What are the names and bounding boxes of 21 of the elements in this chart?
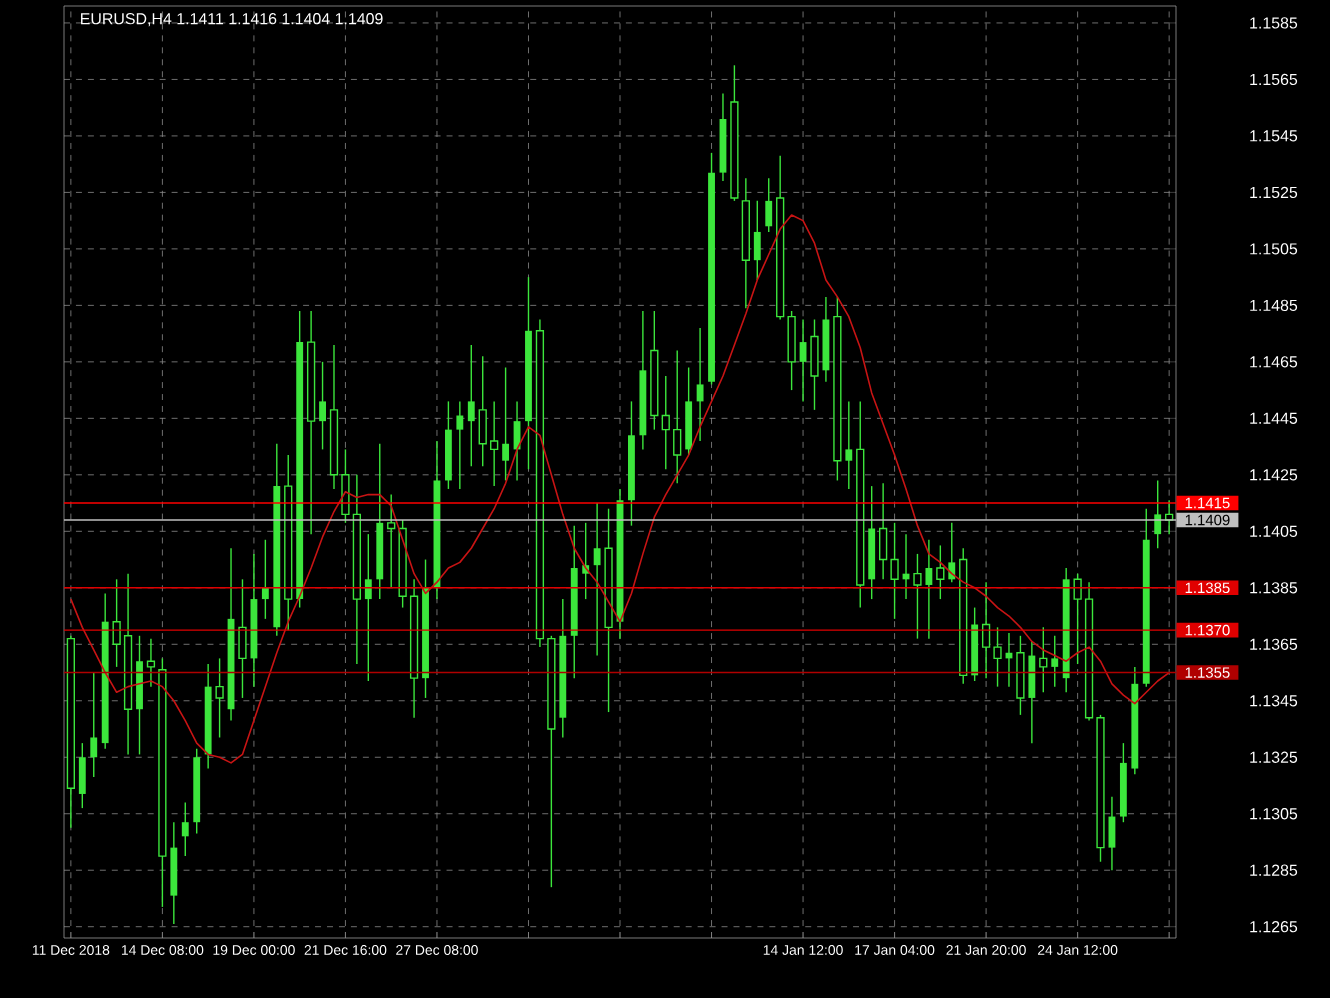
candlestick xyxy=(502,366,510,482)
candlestick xyxy=(146,637,156,688)
candlestick xyxy=(364,533,372,682)
candlestick xyxy=(467,344,475,468)
candlestick xyxy=(387,493,396,589)
line-series xyxy=(70,214,1170,764)
candlestick xyxy=(456,400,464,490)
candlestick xyxy=(319,361,326,451)
candlestick xyxy=(696,327,704,442)
candlestick xyxy=(1154,479,1162,549)
candlestick xyxy=(136,635,143,756)
candlestick xyxy=(753,200,761,281)
candlestick xyxy=(1051,635,1059,688)
candlestick xyxy=(936,544,945,600)
candlestick xyxy=(78,742,86,809)
candlestick xyxy=(765,177,773,233)
candlestick xyxy=(261,539,269,620)
candlestick xyxy=(181,801,189,857)
candlestick xyxy=(1039,626,1048,693)
candlestick xyxy=(90,671,98,778)
candlestick xyxy=(810,318,819,411)
